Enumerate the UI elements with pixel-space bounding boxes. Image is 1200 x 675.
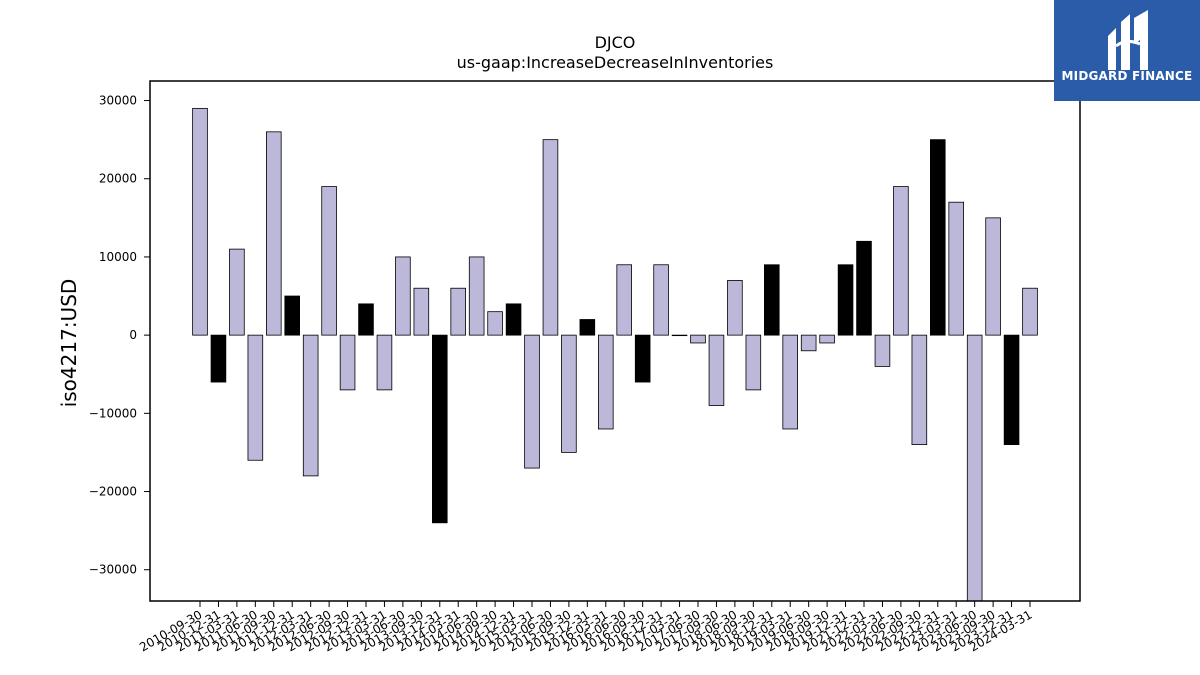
bar — [321, 186, 337, 336]
bar — [265, 131, 282, 336]
y-tick-label: 10000 — [99, 250, 137, 264]
bar — [302, 334, 319, 477]
brand-name: MIDGARD FINANCE — [1061, 69, 1193, 83]
y-tick-label: −20000 — [89, 485, 137, 499]
bar — [874, 334, 891, 367]
bar — [985, 217, 1001, 336]
bar — [468, 256, 485, 336]
bar — [542, 139, 559, 336]
bar — [1003, 334, 1020, 446]
bars-group — [192, 107, 1038, 602]
chart-title: DJCO — [595, 33, 636, 52]
bar — [395, 256, 411, 336]
bar — [579, 319, 596, 336]
bar — [634, 334, 651, 383]
bar — [413, 287, 430, 336]
bar — [930, 139, 946, 336]
midgard-finance-logo: MIDGARD FINANCE — [1054, 0, 1200, 101]
bar — [431, 334, 448, 524]
bar — [192, 107, 208, 336]
bar — [561, 334, 577, 453]
y-tick-label: 30000 — [99, 94, 137, 108]
bar — [671, 334, 688, 337]
bar — [800, 334, 817, 352]
y-tick-label: −10000 — [89, 406, 137, 420]
bar — [948, 201, 965, 336]
x-axis-ticks: 2010-09-302010-12-312011-03-312011-06-30… — [137, 601, 1035, 654]
bar — [358, 303, 374, 336]
bar — [856, 240, 872, 336]
bar — [893, 186, 909, 336]
bar — [450, 287, 466, 336]
bar — [782, 334, 799, 430]
bar — [247, 334, 264, 461]
bar — [524, 334, 540, 469]
bar — [727, 279, 743, 336]
bar — [966, 334, 983, 602]
midgard-logo-icon — [1108, 10, 1148, 70]
bar — [229, 248, 245, 336]
y-axis-label: iso4217:USD — [57, 279, 81, 408]
bar — [1022, 287, 1038, 336]
bar — [837, 264, 854, 336]
chart-subtitle: us-gaap:IncreaseDecreaseInInventories — [457, 53, 774, 72]
bar — [690, 334, 706, 344]
plot-frame — [149, 80, 1081, 602]
bar — [616, 264, 633, 336]
bar — [745, 334, 762, 391]
y-tick-label: −30000 — [89, 563, 137, 577]
y-tick-label: 20000 — [99, 172, 137, 186]
bar — [487, 311, 503, 336]
y-tick-label: 0 — [129, 328, 137, 342]
bar — [764, 264, 780, 336]
bar — [339, 334, 356, 391]
bar — [505, 303, 522, 336]
bar — [210, 334, 227, 383]
bar — [653, 264, 669, 336]
bar — [911, 334, 928, 446]
bar — [819, 334, 835, 344]
bar — [376, 334, 393, 391]
bar — [284, 295, 300, 336]
bar — [598, 334, 614, 430]
bar — [708, 334, 725, 406]
y-axis-ticks: 30000 20000 10000 0 −10000 −20000 −30000 — [89, 94, 150, 577]
